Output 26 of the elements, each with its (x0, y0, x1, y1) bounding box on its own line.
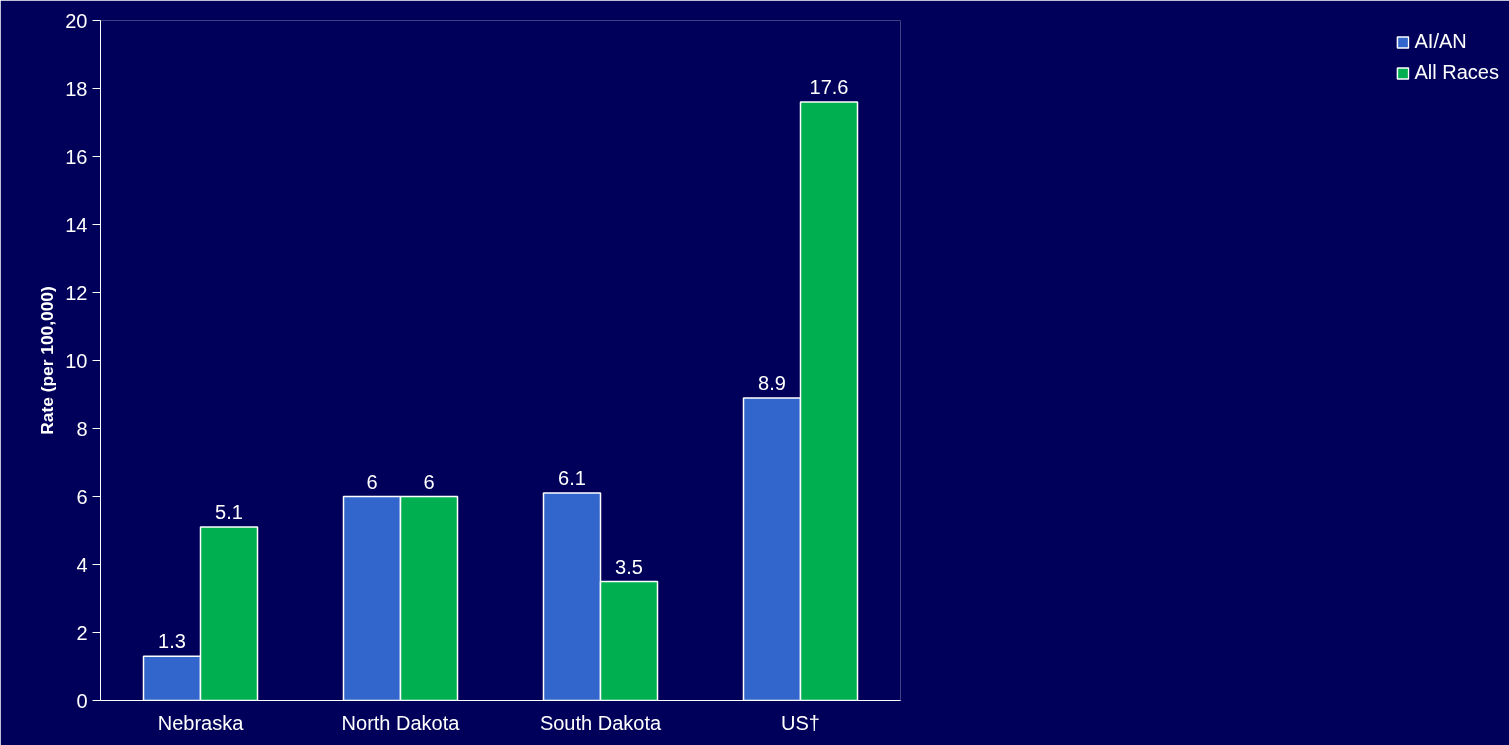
y-tick-label: 14 (65, 213, 88, 236)
legend-label: All Races (1414, 61, 1499, 84)
data-label: 6 (423, 470, 435, 493)
y-tick-label: 20 (65, 9, 88, 32)
data-label: 3.5 (615, 555, 643, 578)
data-label: 5.1 (215, 501, 243, 524)
data-label: 17.6 (809, 76, 849, 99)
y-tick-label: 8 (76, 417, 88, 440)
y-tick-label: 6 (76, 485, 88, 508)
legend-label: AI/AN (1414, 30, 1467, 53)
data-label: 6.1 (558, 467, 586, 490)
y-tick-label: 10 (65, 349, 88, 372)
y-axis-title: Rate (per 100,000) (37, 286, 58, 435)
data-label: 8.9 (758, 371, 786, 394)
y-tick-label: 16 (65, 145, 88, 168)
y-tick-label: 0 (76, 689, 88, 712)
y-tick-label: 12 (65, 281, 88, 304)
x-tick-label: Nebraska (157, 711, 245, 734)
x-tick-label: US† (781, 711, 820, 734)
data-label: 1.3 (158, 630, 186, 653)
y-tick-label: 4 (76, 553, 88, 576)
data-label: 6 (366, 470, 378, 493)
x-tick-label: South Dakota (539, 711, 662, 734)
y-tick-label: 2 (76, 621, 88, 644)
x-tick-label: North Dakota (341, 711, 461, 734)
y-tick-label: 18 (65, 77, 88, 100)
